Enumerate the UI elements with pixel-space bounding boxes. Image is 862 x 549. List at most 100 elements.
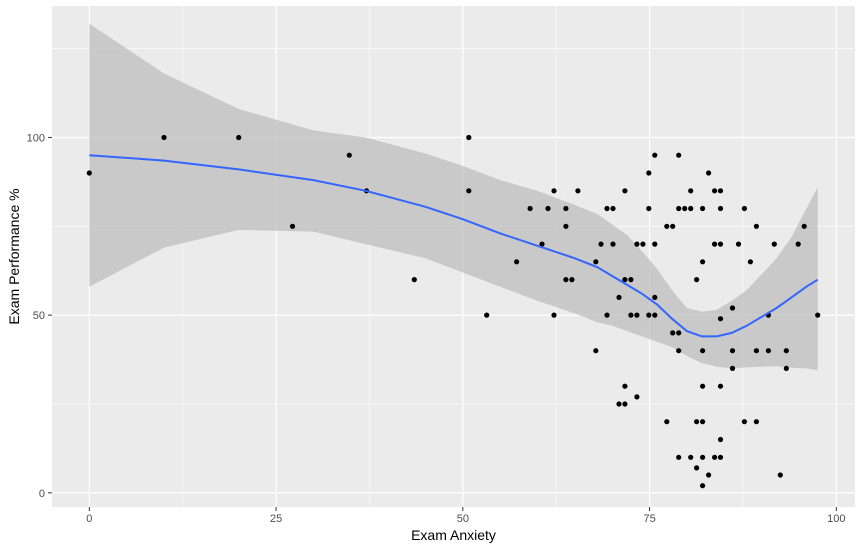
data-point [741,205,748,212]
data-point [610,205,616,212]
data-point [670,330,676,336]
y-axis-title: Exam Performance % [6,188,22,324]
data-point [484,312,490,318]
x-axis-title: Exam Anxiety [411,527,496,543]
data-point [717,188,724,194]
data-point [646,205,652,212]
axis-ticks [48,136,837,511]
x-tick-label: 100 [827,513,845,525]
data-point [771,241,777,247]
data-point [717,241,724,247]
data-point [628,312,634,318]
data-point [604,205,610,212]
data-point [795,241,801,247]
data-point [717,205,724,212]
y-tick-label: 100 [27,132,45,144]
data-point [593,259,599,265]
data-point [628,277,634,283]
data-point [676,330,682,336]
data-point [664,223,670,229]
data-point [236,134,242,141]
x-tick-label: 50 [457,513,469,525]
data-point [622,188,628,194]
data-point [688,205,694,212]
data-point [712,241,718,247]
data-point [551,312,557,318]
data-point [604,312,610,318]
data-point [411,277,417,283]
data-point [676,454,682,460]
data-point [652,294,658,300]
data-point [86,170,92,176]
data-point [563,277,569,283]
data-point [593,348,599,354]
data-point [646,170,652,176]
data-point [717,383,724,389]
data-point [622,277,628,283]
data-point [765,348,772,354]
data-points [86,134,821,489]
data-point [616,401,622,407]
data-point [729,365,736,371]
data-point [346,152,352,158]
data-point [622,401,628,407]
data-point [783,365,789,371]
data-point [777,472,783,478]
data-point [688,188,694,194]
data-point [717,436,724,443]
data-point [783,348,789,354]
tick-labels: 0 25 50 75 100 0 50 100 [27,132,846,525]
data-point [706,472,712,478]
data-point [712,454,718,460]
data-point [712,188,718,194]
data-point [700,419,706,425]
data-point [646,312,652,318]
data-point [753,223,760,229]
data-point [700,383,706,389]
data-point [622,383,628,389]
data-point [682,205,688,212]
data-point [563,205,569,212]
data-point [640,241,646,247]
data-point [676,152,682,158]
x-tick-label: 0 [86,513,92,525]
data-point [735,241,742,247]
data-point [575,188,581,194]
data-point [741,419,748,425]
data-point [700,483,706,489]
data-point [551,188,557,194]
data-point [466,134,472,141]
data-point [670,223,676,229]
data-point [598,241,604,247]
data-point [801,223,807,229]
data-point [514,259,520,265]
data-point [700,205,706,212]
data-point [706,170,712,176]
data-point [664,419,670,425]
data-point [652,312,658,318]
data-point [717,454,724,460]
data-point [569,277,575,283]
data-point [676,205,682,212]
data-point [729,305,736,311]
data-point [694,419,700,425]
data-point [545,205,551,212]
data-point [688,454,694,460]
data-point [694,465,700,471]
y-tick-label: 0 [39,488,45,500]
data-point [610,241,616,247]
x-tick-label: 75 [643,513,655,525]
data-point [747,259,754,265]
data-point [753,348,760,354]
data-point [815,312,821,318]
x-tick-label: 25 [270,513,282,525]
data-point [539,241,545,247]
data-point [527,205,533,212]
data-point [676,348,682,354]
confidence-band [89,23,818,371]
data-point [161,134,167,141]
data-point [563,223,569,229]
data-point [652,152,658,158]
data-point [717,316,724,322]
